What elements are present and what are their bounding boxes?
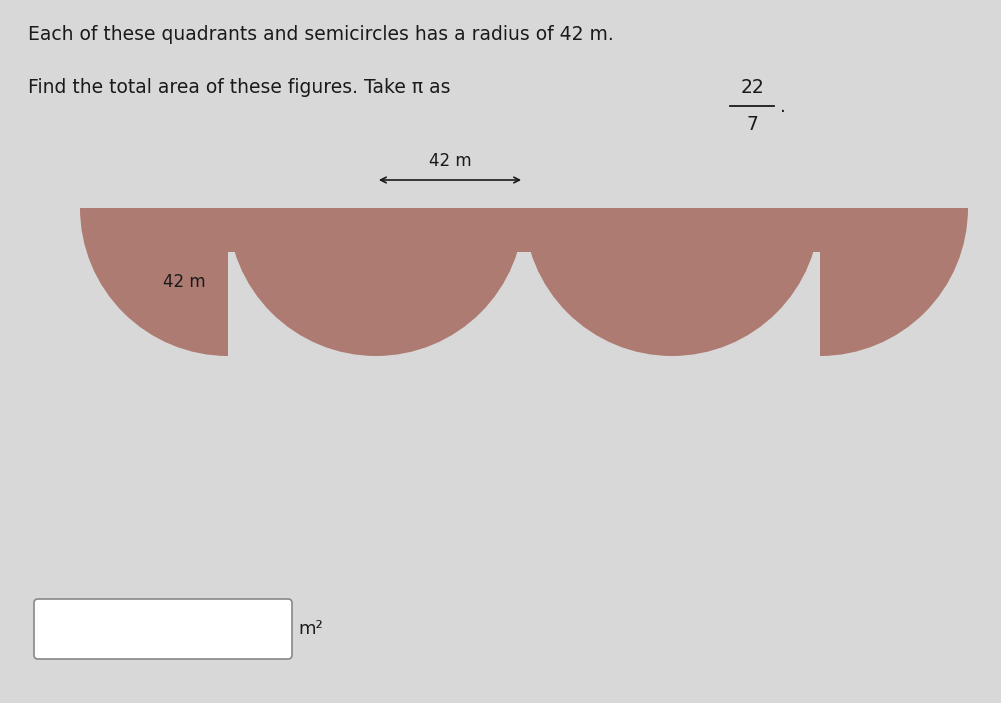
- Text: 42 m: 42 m: [163, 273, 206, 291]
- Wedge shape: [228, 208, 524, 356]
- FancyBboxPatch shape: [34, 599, 292, 659]
- Wedge shape: [524, 208, 820, 356]
- Text: 22: 22: [740, 78, 764, 97]
- Text: .: .: [780, 96, 786, 115]
- Bar: [228, 208, 820, 214]
- Text: 42 m: 42 m: [428, 152, 471, 170]
- Wedge shape: [80, 208, 228, 356]
- Text: 7: 7: [746, 115, 758, 134]
- Bar: [228, 208, 820, 215]
- Wedge shape: [820, 208, 968, 356]
- Text: m²: m²: [298, 620, 322, 638]
- Text: Each of these quadrants and semicircles has a radius of 42 m.: Each of these quadrants and semicircles …: [28, 25, 614, 44]
- Text: Find the total area of these figures. Take π as: Find the total area of these figures. Ta…: [28, 78, 450, 97]
- Bar: [228, 208, 820, 252]
